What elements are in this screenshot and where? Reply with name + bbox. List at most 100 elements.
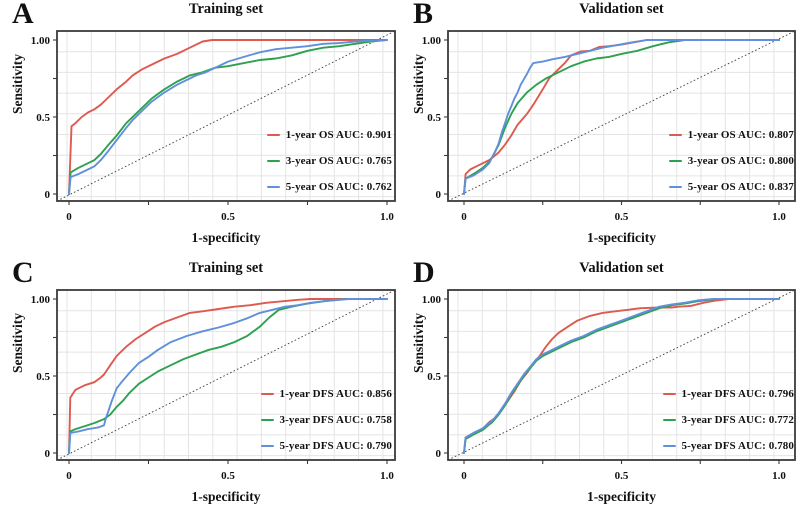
x-axis-label: 1-specificity xyxy=(587,489,656,504)
y-axis-label: Sensitivity xyxy=(411,313,426,374)
y-tick-label: 0 xyxy=(436,448,442,460)
x-tick-label: 0.5 xyxy=(615,211,629,223)
roc-plot-c: 0 0.5 1.000.51.00 xyxy=(31,289,396,482)
roc-curve-3-year-dfs xyxy=(463,298,780,454)
legend-marker-3-year xyxy=(662,418,676,422)
legend-item: 1-year OS AUC: 0.807 xyxy=(668,122,794,148)
grid-lines xyxy=(57,31,395,201)
x-axis-label: 1-specificity xyxy=(191,489,261,504)
axis-ticks xyxy=(444,39,780,205)
legend-label: 3-year DFS AUC: 0.772 xyxy=(681,414,794,426)
legend-item: 5-year DFS AUC: 0.790 xyxy=(260,433,393,459)
y-axis-label: Sensitivity xyxy=(10,54,25,115)
legend-marker-5-year xyxy=(266,185,280,189)
legend-marker-3-year xyxy=(266,159,280,163)
y-tick-label: 0.5 xyxy=(427,112,441,124)
panel-letter: C xyxy=(12,256,34,289)
roc-curve-5-year-os xyxy=(68,39,388,195)
x-tick-label: 0 xyxy=(66,470,72,482)
legend-item: 3-year OS AUC: 0.800 xyxy=(668,148,794,174)
legend-label: 5-year DFS AUC: 0.780 xyxy=(681,440,794,452)
x-tick-label: 0.5 xyxy=(221,211,235,223)
legend-marker-3-year xyxy=(668,159,682,163)
legend: 1-year OS AUC: 0.901 3-year OS AUC: 0.76… xyxy=(266,122,392,200)
legend-item: 1-year DFS AUC: 0.856 xyxy=(260,381,393,407)
legend-label: 1-year DFS AUC: 0.856 xyxy=(279,388,392,400)
plot-frame xyxy=(56,289,396,461)
panel-title: Validation set xyxy=(579,260,664,276)
legend-label: 5-year OS AUC: 0.837 xyxy=(687,181,794,193)
legend: 1-year OS AUC: 0.807 3-year OS AUC: 0.80… xyxy=(668,122,794,200)
legend-item: 3-year DFS AUC: 0.758 xyxy=(260,407,393,433)
x-axis-label: 1-specificity xyxy=(191,230,261,245)
legend-marker-1-year xyxy=(266,133,280,137)
roc-plot-b: 0 0.5 1.000.51.00 xyxy=(422,30,796,223)
axis-ticks xyxy=(53,39,388,205)
legend-label: 3-year DFS AUC: 0.758 xyxy=(279,414,392,426)
legend-item: 5-year OS AUC: 0.837 xyxy=(668,174,794,200)
x-tick-label: 1.0 xyxy=(772,470,786,482)
y-tick-label: 0.5 xyxy=(36,112,50,124)
y-tick-label: 1.00 xyxy=(422,35,442,47)
legend-marker-1-year xyxy=(662,392,676,396)
y-tick-label: 0.5 xyxy=(36,371,50,383)
roc-curve-1-year-os xyxy=(68,39,388,195)
legend-label: 1-year OS AUC: 0.807 xyxy=(687,129,794,141)
legend: 1-year DFS AUC: 0.796 3-year DFS AUC: 0.… xyxy=(662,381,795,459)
panel-b-validation-os: 0 0.5 1.0 0 0.5 1.00 B Validation set Sensiti… xyxy=(401,0,803,258)
roc-plot-a: 0 0.5 1.000.51.00 xyxy=(31,30,396,223)
y-tick-label: 0 xyxy=(436,189,442,201)
roc-curve-3-year-dfs xyxy=(68,298,388,454)
panel-a-training-os: 0 0.5 1.0 0 0.5 1.00 A Training set Sensitivi… xyxy=(0,0,401,258)
legend-marker-5-year xyxy=(668,185,682,189)
roc-curve-5-year-dfs xyxy=(463,298,780,454)
panel-title: Validation set xyxy=(579,1,664,17)
grid-lines xyxy=(57,290,395,460)
panel-letter: D xyxy=(413,256,435,289)
legend-marker-5-year xyxy=(662,444,676,448)
legend: 1-year DFS AUC: 0.856 3-year DFS AUC: 0.… xyxy=(260,381,393,459)
axis-tick-labels: 0 0.5 1.000.51.00 xyxy=(31,35,395,223)
legend-marker-3-year xyxy=(260,418,274,422)
legend-item: 1-year OS AUC: 0.901 xyxy=(266,122,392,148)
axis-tick-labels: 0 0.5 1.000.51.00 xyxy=(422,294,787,482)
panel-d-validation-dfs: 0 0.5 1.0 0 0.5 1.00 D Validation set Sensiti… xyxy=(401,256,803,517)
y-axis-label: Sensitivity xyxy=(411,54,426,115)
x-tick-label: 0.5 xyxy=(615,470,629,482)
axis-ticks xyxy=(444,298,780,464)
roc-curve-3-year-os xyxy=(68,39,388,195)
x-tick-label: 1.0 xyxy=(772,211,786,223)
x-tick-label: 1.0 xyxy=(380,211,394,223)
panel-letter: A xyxy=(12,0,34,30)
y-tick-label: 0.5 xyxy=(427,371,441,383)
roc-curve-5-year-dfs xyxy=(68,298,388,454)
y-tick-label: 0 xyxy=(45,189,51,201)
legend-marker-1-year xyxy=(260,392,274,396)
legend-label: 5-year DFS AUC: 0.790 xyxy=(279,440,392,452)
legend-item: 1-year DFS AUC: 0.796 xyxy=(662,381,795,407)
y-axis-label: Sensitivity xyxy=(10,313,25,374)
x-tick-label: 0 xyxy=(461,470,467,482)
y-tick-label: 1.00 xyxy=(31,294,51,306)
axis-tick-labels: 0 0.5 1.000.51.00 xyxy=(422,35,787,223)
panel-title: Training set xyxy=(188,1,264,17)
legend-label: 3-year OS AUC: 0.765 xyxy=(285,155,392,167)
legend-marker-1-year xyxy=(668,133,682,137)
x-tick-label: 0 xyxy=(66,211,72,223)
grid-lines xyxy=(448,290,795,460)
roc-curve-5-year-os xyxy=(463,39,780,195)
axis-ticks xyxy=(53,298,388,464)
legend-item: 3-year OS AUC: 0.765 xyxy=(266,148,392,174)
legend-item: 3-year DFS AUC: 0.772 xyxy=(662,407,795,433)
y-tick-label: 1.00 xyxy=(422,294,442,306)
legend-item: 5-year OS AUC: 0.762 xyxy=(266,174,392,200)
legend-label: 1-year DFS AUC: 0.796 xyxy=(681,388,794,400)
y-tick-label: 0 xyxy=(45,448,51,460)
legend-marker-5-year xyxy=(260,444,274,448)
x-tick-label: 0.5 xyxy=(221,470,235,482)
grid-lines xyxy=(448,31,795,201)
axis-tick-labels: 0 0.5 1.000.51.00 xyxy=(31,294,395,482)
legend-label: 1-year OS AUC: 0.901 xyxy=(285,129,392,141)
x-axis-label: 1-specificity xyxy=(587,230,656,245)
legend-item: 5-year DFS AUC: 0.780 xyxy=(662,433,795,459)
